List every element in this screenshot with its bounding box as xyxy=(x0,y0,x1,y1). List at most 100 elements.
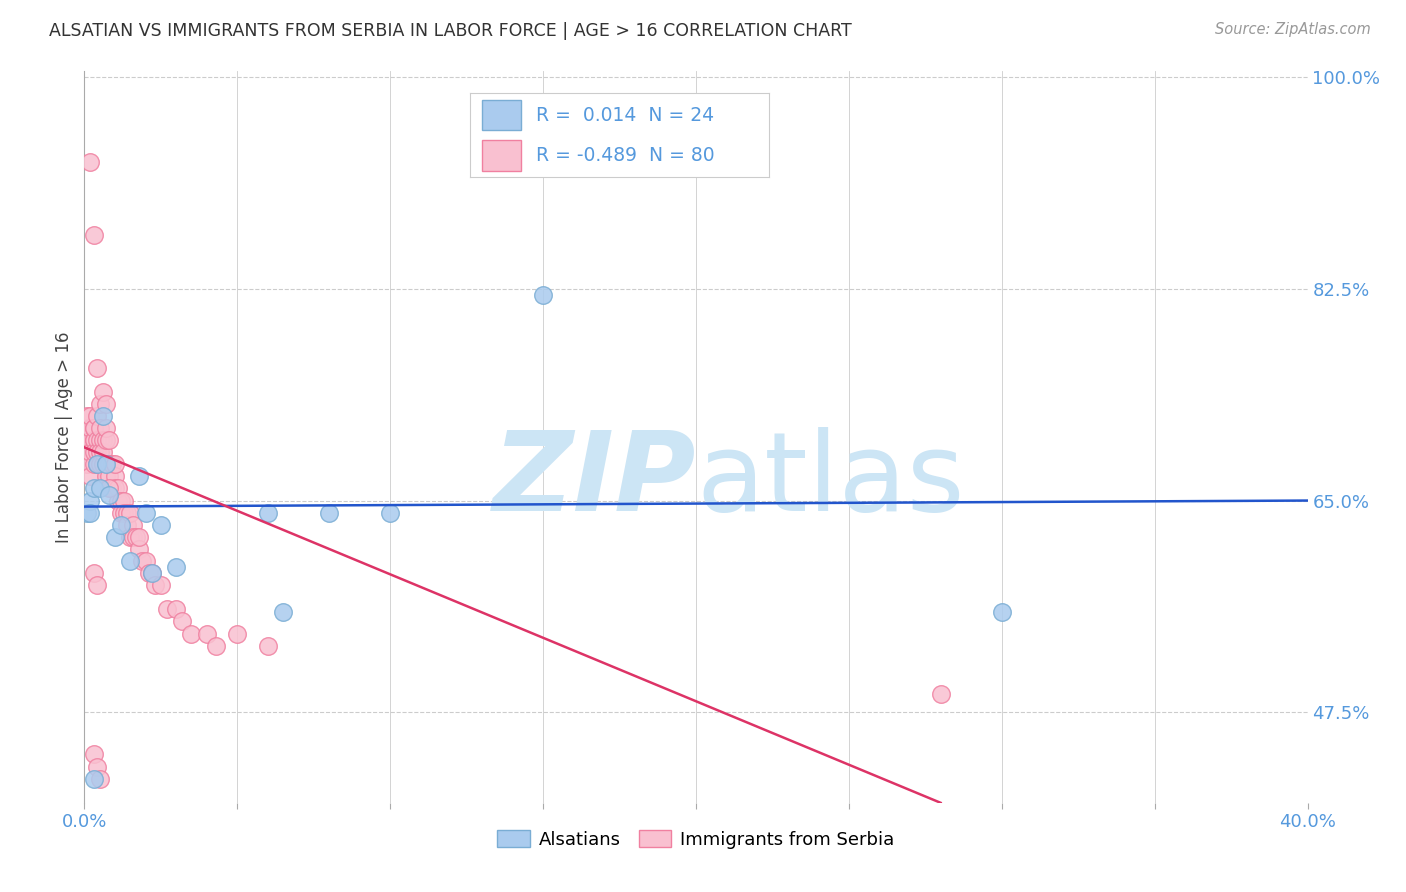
Point xyxy=(76,506,98,520)
Point xyxy=(89,421,111,435)
Point xyxy=(89,445,111,459)
Point xyxy=(165,602,187,616)
Point xyxy=(86,445,108,459)
Text: atlas: atlas xyxy=(696,427,965,534)
Point xyxy=(380,506,402,520)
Point xyxy=(929,687,952,701)
Point xyxy=(135,506,157,520)
Point xyxy=(91,445,114,459)
Point xyxy=(83,421,105,435)
Point xyxy=(318,506,340,520)
Point xyxy=(89,397,111,411)
Point xyxy=(86,457,108,471)
Point xyxy=(97,433,120,447)
Point xyxy=(79,469,101,483)
Point xyxy=(79,506,101,520)
Point xyxy=(107,482,129,496)
Point xyxy=(138,566,160,580)
Point xyxy=(128,530,150,544)
Point xyxy=(131,554,153,568)
Point xyxy=(86,360,108,375)
Legend: Alsatians, Immigrants from Serbia: Alsatians, Immigrants from Serbia xyxy=(491,823,901,856)
Point xyxy=(180,626,202,640)
Point xyxy=(101,482,124,496)
Point xyxy=(97,457,120,471)
Text: ZIP: ZIP xyxy=(492,427,696,534)
Point xyxy=(125,530,148,544)
Point xyxy=(83,421,105,435)
Point xyxy=(76,457,98,471)
Point xyxy=(97,482,120,496)
Point xyxy=(83,747,105,762)
Point xyxy=(89,772,111,786)
Point xyxy=(195,626,218,640)
Point xyxy=(94,397,117,411)
Point xyxy=(94,421,117,435)
Point xyxy=(79,493,101,508)
Point xyxy=(89,482,111,496)
Point xyxy=(128,541,150,556)
Point xyxy=(94,457,117,471)
Point xyxy=(91,384,114,399)
Point xyxy=(107,493,129,508)
Point xyxy=(83,227,105,242)
Point xyxy=(257,506,280,520)
Point xyxy=(97,469,120,483)
Point xyxy=(257,639,280,653)
Point xyxy=(991,605,1014,619)
Point xyxy=(89,433,111,447)
Point xyxy=(205,639,228,653)
Point xyxy=(83,482,105,496)
Point xyxy=(122,530,145,544)
Point xyxy=(110,493,132,508)
Point xyxy=(110,517,132,532)
Point xyxy=(104,530,127,544)
Point xyxy=(110,506,132,520)
Point xyxy=(83,433,105,447)
Point xyxy=(271,605,294,619)
Point xyxy=(120,554,142,568)
Point xyxy=(94,433,117,447)
Text: ALSATIAN VS IMMIGRANTS FROM SERBIA IN LABOR FORCE | AGE > 16 CORRELATION CHART: ALSATIAN VS IMMIGRANTS FROM SERBIA IN LA… xyxy=(49,22,852,40)
Point xyxy=(79,433,101,447)
Point xyxy=(91,457,114,471)
Point xyxy=(115,517,138,532)
Point xyxy=(91,409,114,423)
Point xyxy=(79,155,101,169)
Y-axis label: In Labor Force | Age > 16: In Labor Force | Age > 16 xyxy=(55,331,73,543)
Point xyxy=(79,409,101,423)
Point xyxy=(104,457,127,471)
Point xyxy=(76,433,98,447)
Text: Source: ZipAtlas.com: Source: ZipAtlas.com xyxy=(1215,22,1371,37)
Point xyxy=(135,554,157,568)
Point xyxy=(83,457,105,471)
Point xyxy=(83,445,105,459)
Point xyxy=(156,602,179,616)
Point xyxy=(149,578,172,592)
Point xyxy=(143,578,166,592)
Point xyxy=(128,469,150,483)
Point xyxy=(104,482,127,496)
Point xyxy=(83,433,105,447)
Point xyxy=(122,517,145,532)
Point xyxy=(97,487,120,501)
Point xyxy=(83,772,105,786)
Point xyxy=(94,469,117,483)
Point xyxy=(165,560,187,574)
Point xyxy=(101,457,124,471)
Point xyxy=(112,493,135,508)
Point xyxy=(94,457,117,471)
Point xyxy=(91,433,114,447)
Point xyxy=(112,506,135,520)
Point xyxy=(76,409,98,423)
Point xyxy=(120,530,142,544)
Point xyxy=(141,566,163,580)
Point xyxy=(86,759,108,773)
Point xyxy=(120,506,142,520)
Point xyxy=(141,566,163,580)
Point xyxy=(226,626,249,640)
Point xyxy=(79,421,101,435)
Point xyxy=(83,566,105,580)
Point xyxy=(86,433,108,447)
Point xyxy=(115,506,138,520)
